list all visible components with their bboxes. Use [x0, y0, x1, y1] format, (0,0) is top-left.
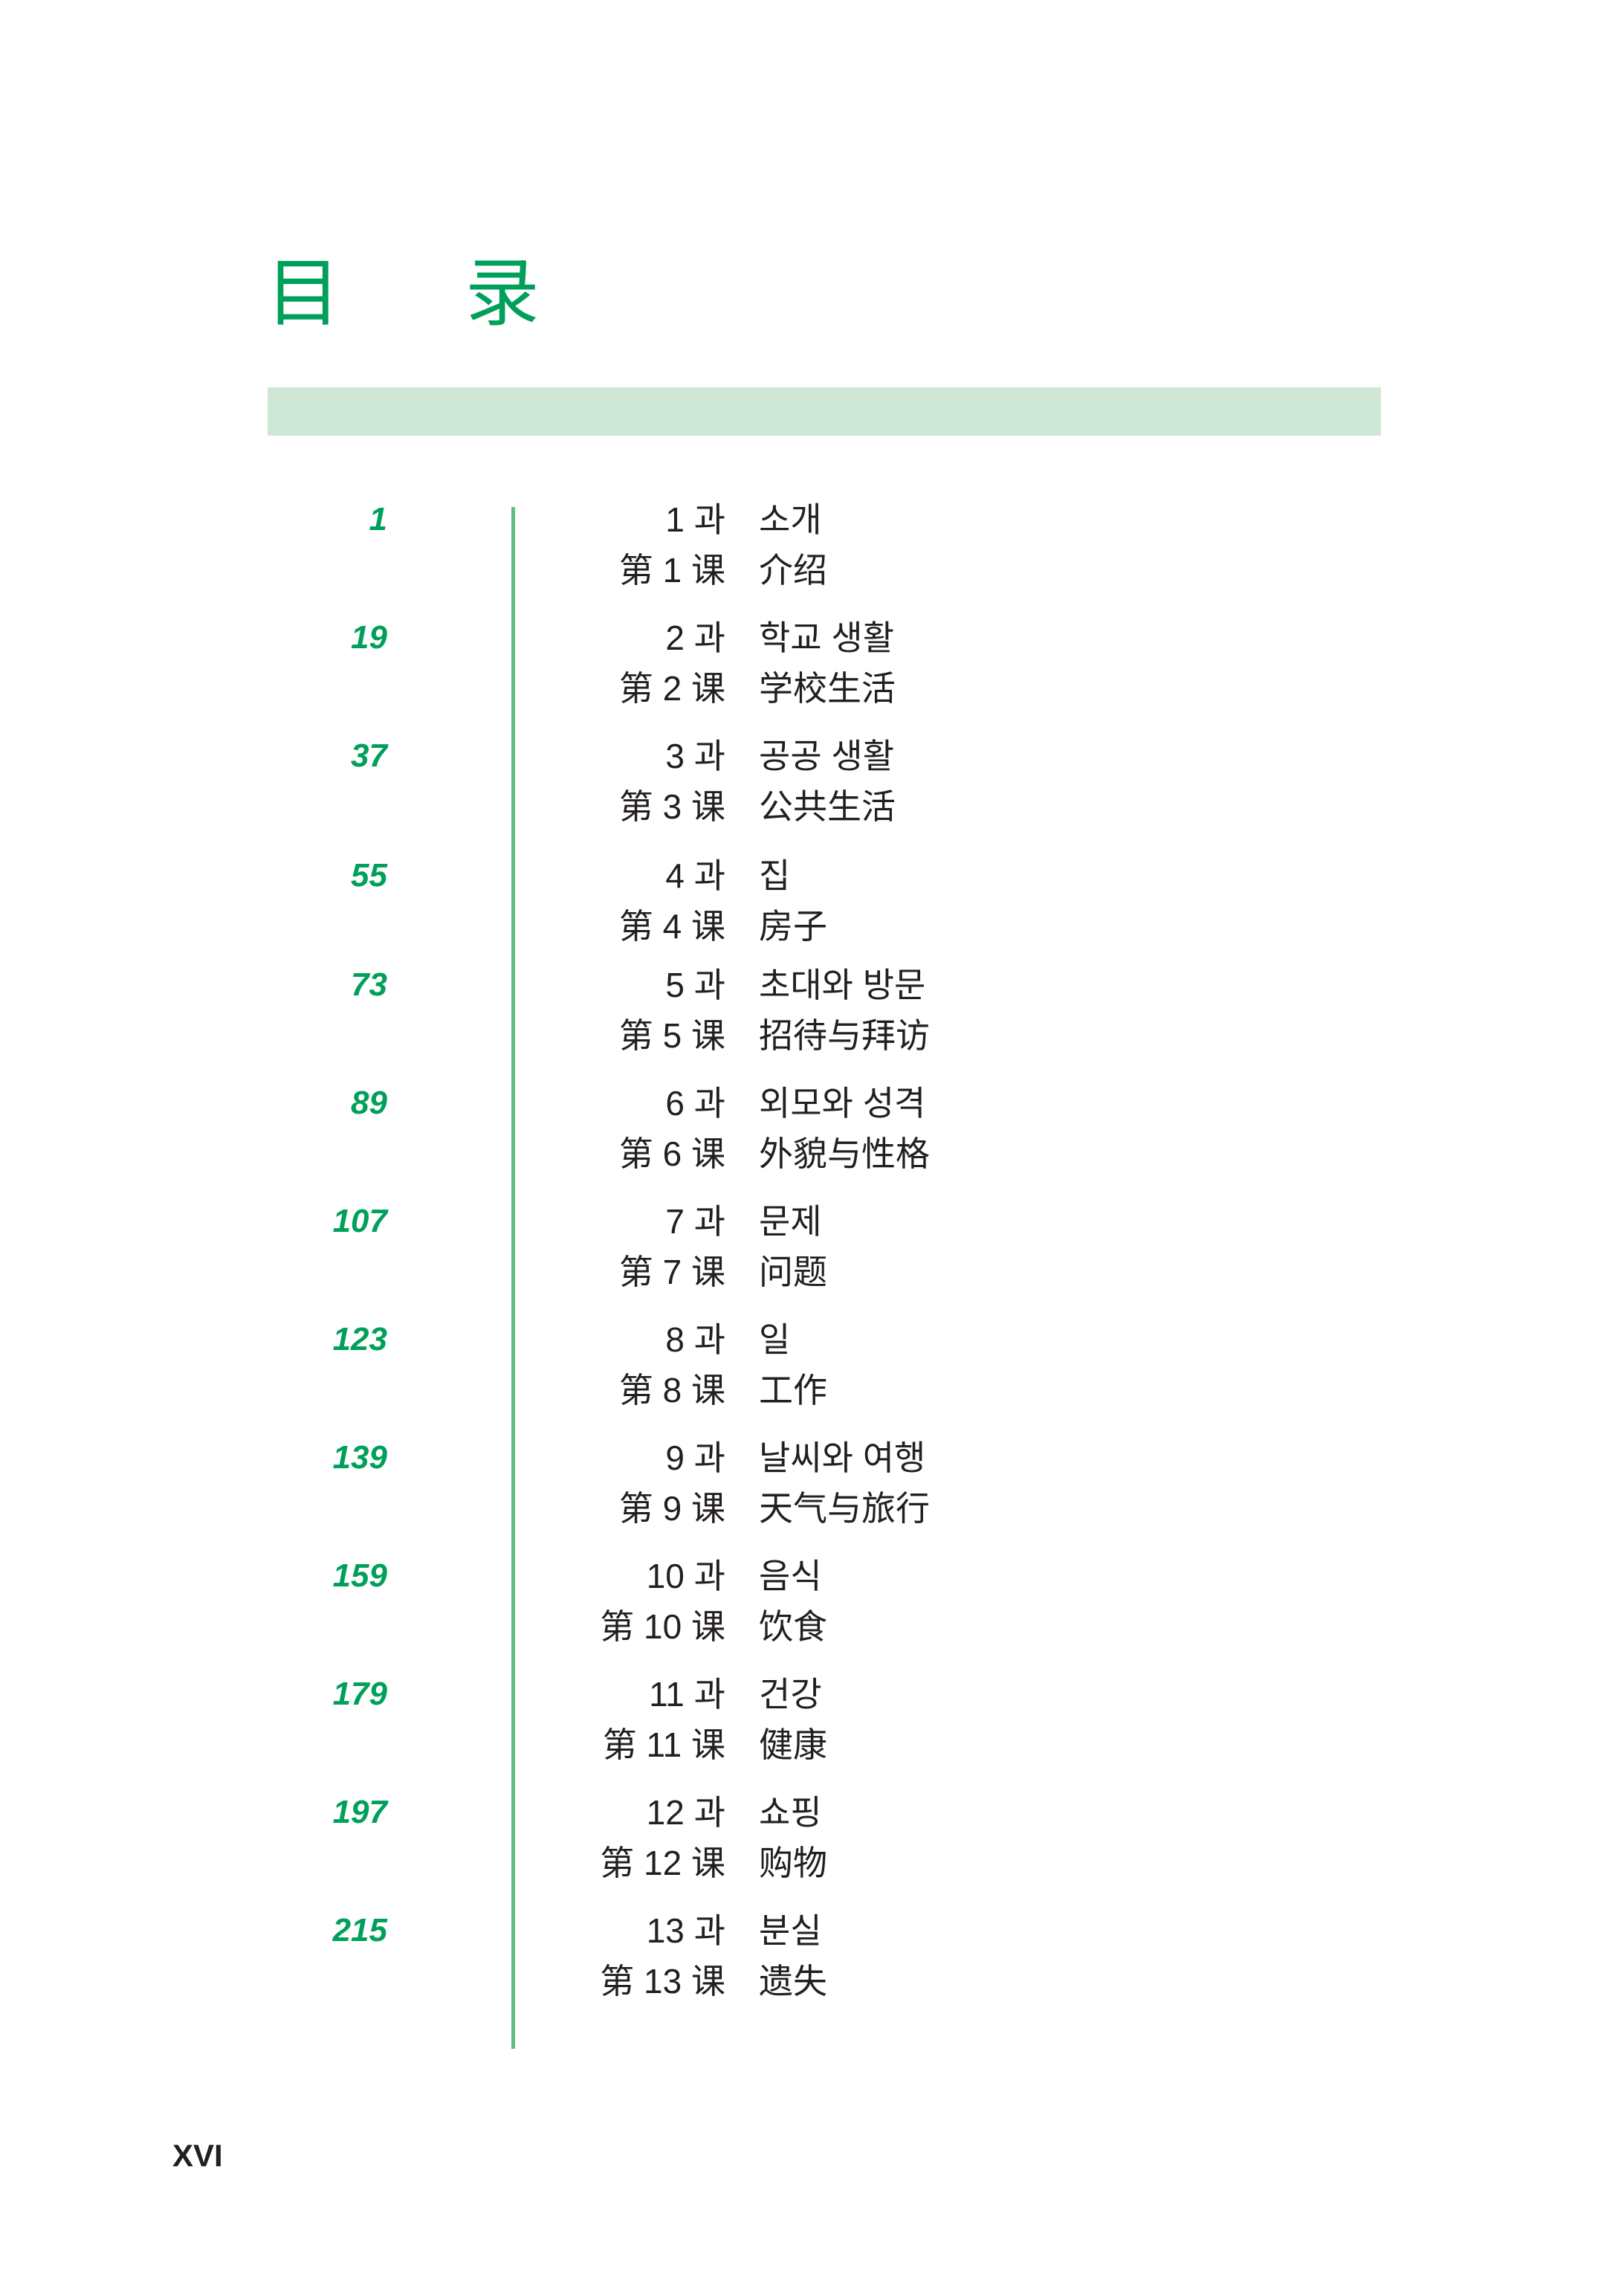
lesson-title-chinese[interactable]: 购物: [759, 1844, 827, 1882]
lesson-title-chinese[interactable]: 学校生活: [759, 669, 896, 708]
divider-rule: [511, 507, 515, 2049]
page-number[interactable]: 37: [351, 737, 387, 774]
lesson-title-chinese[interactable]: 健康: [759, 1725, 827, 1764]
toc-entry[interactable]: 139 9 과 날씨와 여행 第 9 课天气与旅行: [0, 1438, 1624, 1562]
lesson-title-korean[interactable]: 쇼핑: [759, 1793, 822, 1832]
page-number[interactable]: 215: [332, 1912, 387, 1948]
lesson-number-korean: 11 과: [649, 1675, 725, 1714]
page-number[interactable]: 139: [332, 1439, 387, 1476]
toc-entry[interactable]: 1 1 과 소개 第 1 课介绍: [0, 500, 1624, 624]
page-folio: XVI: [172, 2138, 223, 2173]
lesson-number-chinese: 第 3 课: [618, 787, 725, 826]
lesson-title-korean[interactable]: 집: [759, 856, 791, 895]
lesson-number-korean: 8 과: [665, 1320, 725, 1359]
lesson-title-chinese[interactable]: 外貌与性格: [759, 1134, 930, 1173]
lesson-number-korean: 5 과: [665, 966, 725, 1004]
lesson-number-chinese: 第 8 课: [618, 1371, 725, 1409]
lesson-title-korean[interactable]: 분실: [759, 1911, 822, 1950]
page-number[interactable]: 179: [332, 1676, 387, 1712]
lesson-title-chinese[interactable]: 问题: [759, 1253, 827, 1291]
lesson-title-korean[interactable]: 외모와 성격: [759, 1084, 926, 1123]
lesson-title-korean[interactable]: 학교 생활: [759, 619, 895, 657]
lesson-number-chinese: 第 12 课: [600, 1844, 725, 1882]
lesson-title-korean[interactable]: 날씨와 여행: [759, 1438, 926, 1477]
toc-entry[interactable]: 179 11 과 건강 第 11 课健康: [0, 1675, 1624, 1798]
page-number[interactable]: 123: [332, 1321, 387, 1357]
toc-entry[interactable]: 73 5 과 초대와 방문 第 5 课招待与拜访: [0, 966, 1624, 1089]
lesson-number-chinese: 第 2 课: [618, 669, 725, 708]
lesson-number-chinese: 第 9 课: [618, 1489, 725, 1528]
lesson-title-korean[interactable]: 초대와 방문: [759, 966, 926, 1004]
lesson-title-korean[interactable]: 소개: [759, 500, 822, 539]
lesson-title-korean[interactable]: 건강: [759, 1675, 822, 1714]
page-number[interactable]: 19: [351, 619, 387, 656]
page-number[interactable]: 107: [332, 1203, 387, 1239]
lesson-number-chinese: 第 13 课: [600, 1962, 725, 2001]
lesson-number-korean: 12 과: [646, 1793, 725, 1832]
lesson-number-korean: 13 과: [646, 1911, 725, 1950]
lesson-number-chinese: 第 5 课: [618, 1016, 725, 1055]
lesson-number-chinese: 第 7 课: [618, 1253, 725, 1291]
toc-entry[interactable]: 55 4 과 집 第 4 课房子: [0, 856, 1624, 980]
lesson-number-korean: 7 과: [665, 1202, 725, 1241]
header-band: [268, 387, 1381, 436]
lesson-number-chinese: 第 4 课: [618, 907, 725, 946]
lesson-number-korean: 3 과: [665, 737, 725, 775]
lesson-number-korean: 4 과: [665, 856, 725, 895]
lesson-number-korean: 1 과: [665, 500, 725, 539]
lesson-number-chinese: 第 11 课: [602, 1725, 725, 1764]
lesson-number-chinese: 第 1 课: [618, 551, 725, 590]
lesson-title-chinese[interactable]: 工作: [759, 1371, 827, 1409]
page-number[interactable]: 89: [351, 1085, 387, 1121]
lesson-number-chinese: 第 10 课: [600, 1607, 725, 1646]
toc-entry[interactable]: 37 3 과 공공 생활 第 3 课公共生活: [0, 737, 1624, 860]
toc-entry[interactable]: 89 6 과 외모와 성격 第 6 课外貌与性格: [0, 1084, 1624, 1207]
toc-entry[interactable]: 215 13 과 분실 第 13 课遗失: [0, 1911, 1624, 2035]
lesson-title-chinese[interactable]: 天气与旅行: [759, 1489, 930, 1528]
toc-entry[interactable]: 123 8 과 일 第 8 课工作: [0, 1320, 1624, 1444]
lesson-title-korean[interactable]: 문제: [759, 1202, 822, 1241]
page-number[interactable]: 197: [332, 1794, 387, 1830]
lesson-title-korean[interactable]: 일: [759, 1320, 791, 1359]
lesson-title-chinese[interactable]: 遗失: [759, 1962, 827, 2001]
toc-entry[interactable]: 19 2 과 학교 생활 第 2 课学校生活: [0, 619, 1624, 742]
lesson-title-chinese[interactable]: 饮食: [759, 1607, 827, 1646]
lesson-number-korean: 2 과: [665, 619, 725, 657]
page-number[interactable]: 55: [351, 857, 387, 894]
lesson-number-chinese: 第 6 课: [618, 1134, 725, 1173]
toc-entry[interactable]: 107 7 과 문제 第 7 课问题: [0, 1202, 1624, 1325]
lesson-title-korean[interactable]: 공공 생활: [759, 737, 895, 775]
page-number[interactable]: 1: [369, 501, 387, 537]
lesson-title-chinese[interactable]: 介绍: [759, 551, 827, 590]
toc-entry[interactable]: 197 12 과 쇼핑 第 12 课购物: [0, 1793, 1624, 1917]
lesson-title-chinese[interactable]: 房子: [759, 907, 827, 946]
lesson-number-korean: 9 과: [665, 1438, 725, 1477]
lesson-title-chinese[interactable]: 招待与拜访: [759, 1016, 930, 1055]
toc-entry[interactable]: 159 10 과 음식 第 10 课饮食: [0, 1557, 1624, 1680]
lesson-number-korean: 6 과: [665, 1084, 725, 1123]
page-title: 目 录: [266, 252, 592, 335]
lesson-title-chinese[interactable]: 公共生活: [759, 787, 896, 826]
page-number[interactable]: 159: [332, 1557, 387, 1594]
lesson-number-korean: 10 과: [646, 1557, 725, 1595]
lesson-title-korean[interactable]: 음식: [759, 1557, 822, 1595]
page-number[interactable]: 73: [351, 966, 387, 1003]
